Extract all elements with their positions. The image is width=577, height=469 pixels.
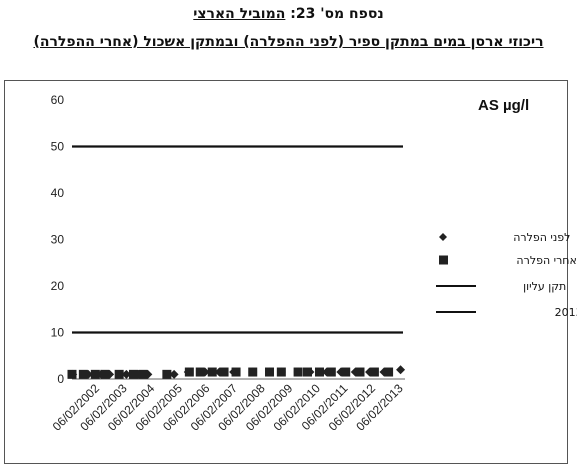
after-fluoridation-point (128, 369, 138, 379)
appendix-label: נספח מס' 23: (290, 6, 384, 22)
legend: לפני הפלרה אחרי הפלרה תקן עליון תקן עליון 2… (436, 231, 577, 319)
after-fluoridation-point (231, 367, 241, 377)
after-fluoridation-point (195, 367, 205, 377)
after-fluoridation-point (67, 369, 77, 379)
y-axis: 0 10 20 30 40 50 60 (51, 93, 65, 386)
y-tick-label: 0 (57, 372, 64, 386)
legend-label: לפני הפלרה (513, 231, 570, 244)
after-fluoridation-point (219, 367, 229, 377)
before-fluoridation-point (121, 369, 131, 379)
legend-label: אחרי הפלרה (516, 254, 576, 267)
after-fluoridation-point (184, 367, 194, 377)
legend-item-upper-standard: תקן עליון (436, 280, 566, 293)
appendix-title: המוביל הארצי (193, 6, 286, 22)
y-tick-label: 50 (51, 140, 65, 154)
after-fluoridation-point (207, 367, 217, 377)
after-fluoridation-point (162, 369, 172, 379)
y-tick-label: 60 (51, 93, 65, 107)
after-fluoridation-point (90, 369, 100, 379)
after-fluoridation-point (369, 367, 379, 377)
y-tick-label: 10 (51, 326, 65, 340)
after-fluoridation-point (341, 367, 351, 377)
legend-item-upper-standard-2013: תקן עליון 2013 (436, 306, 577, 319)
after-fluoridation-point (302, 367, 312, 377)
after-fluoridation-point (276, 367, 286, 377)
unit-label: AS µg/l (478, 97, 529, 114)
legend-square-icon (439, 255, 448, 265)
appendix-header: נספח מס' 23: המוביל הארצי (0, 6, 577, 22)
after-fluoridation-point (78, 369, 88, 379)
after-fluoridation-point (265, 367, 275, 377)
after-fluoridation-point (314, 367, 324, 377)
after-fluoridation-point (384, 367, 394, 377)
y-tick-label: 20 (51, 279, 65, 293)
after-fluoridation-point (293, 367, 303, 377)
data-points (67, 365, 406, 379)
after-fluoridation-point (248, 367, 258, 377)
after-fluoridation-point (100, 369, 110, 379)
before-fluoridation-point (169, 369, 179, 379)
legend-label: תקן עליון 2013 (555, 306, 577, 319)
legend-item-after: אחרי הפלרה (439, 254, 577, 267)
legend-diamond-icon (439, 233, 447, 241)
chart-frame (4, 80, 568, 464)
after-fluoridation-point (138, 369, 148, 379)
after-fluoridation-point (326, 367, 336, 377)
x-axis: 06/02/200206/02/200306/02/200406/02/2005… (50, 378, 406, 434)
legend-label: תקן עליון (523, 280, 566, 293)
y-tick-label: 40 (51, 186, 65, 200)
reference-lines (72, 145, 403, 334)
after-fluoridation-point (355, 367, 365, 377)
before-fluoridation-point (396, 365, 406, 375)
y-tick-label: 30 (51, 233, 65, 247)
legend-item-before: לפני הפלרה (439, 231, 570, 244)
after-fluoridation-point (114, 369, 124, 379)
chart-subtitle: ריכוזי ארסן במים במתקן ספיר (לפני ההפלרה… (33, 34, 544, 50)
